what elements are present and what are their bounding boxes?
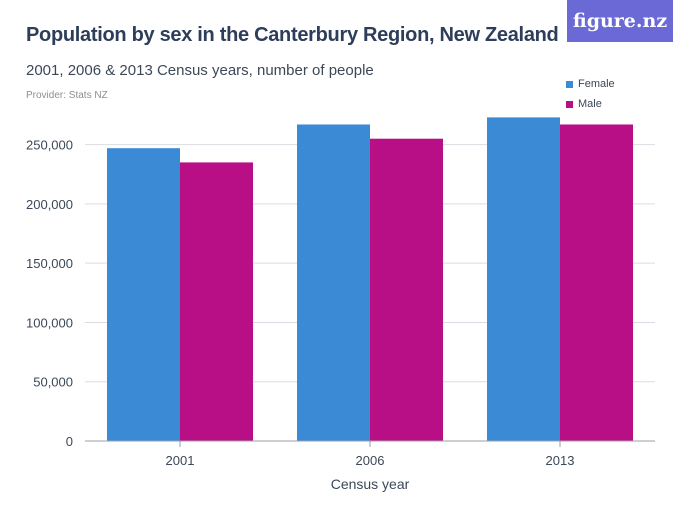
y-tick-label: 50,000 bbox=[33, 375, 73, 390]
legend-swatch-female bbox=[566, 80, 573, 88]
bar-female-2006 bbox=[297, 124, 370, 441]
figure-nz-logo[interactable]: figure.nz bbox=[567, 0, 673, 42]
y-tick-label: 150,000 bbox=[26, 256, 73, 271]
legend: Female Male bbox=[566, 74, 615, 114]
y-tick-label: 250,000 bbox=[26, 138, 73, 153]
x-axis-title: Census year bbox=[331, 476, 410, 492]
x-tick-label: 2001 bbox=[166, 453, 195, 468]
bar-female-2013 bbox=[487, 117, 560, 441]
x-tick-label: 2006 bbox=[356, 453, 385, 468]
chart-subtitle: 2001, 2006 & 2013 Census years, number o… bbox=[26, 62, 374, 79]
legend-label-male: Male bbox=[578, 98, 602, 110]
legend-label-female: Female bbox=[578, 78, 615, 90]
y-tick-label: 200,000 bbox=[26, 197, 73, 212]
provider-label: Provider: Stats NZ bbox=[26, 90, 108, 101]
legend-item-male: Male bbox=[566, 94, 615, 114]
legend-item-female: Female bbox=[566, 74, 615, 94]
chart-title: Population by sex in the Canterbury Regi… bbox=[26, 24, 559, 46]
x-tick-label: 2013 bbox=[546, 453, 575, 468]
y-tick-label: 100,000 bbox=[26, 315, 73, 330]
legend-swatch-male bbox=[566, 100, 573, 108]
y-tick-label: 0 bbox=[66, 434, 73, 449]
bar-female-2001 bbox=[107, 148, 180, 441]
bar-male-2001 bbox=[180, 162, 253, 441]
bar-male-2013 bbox=[560, 124, 633, 441]
bar-male-2006 bbox=[370, 138, 443, 441]
